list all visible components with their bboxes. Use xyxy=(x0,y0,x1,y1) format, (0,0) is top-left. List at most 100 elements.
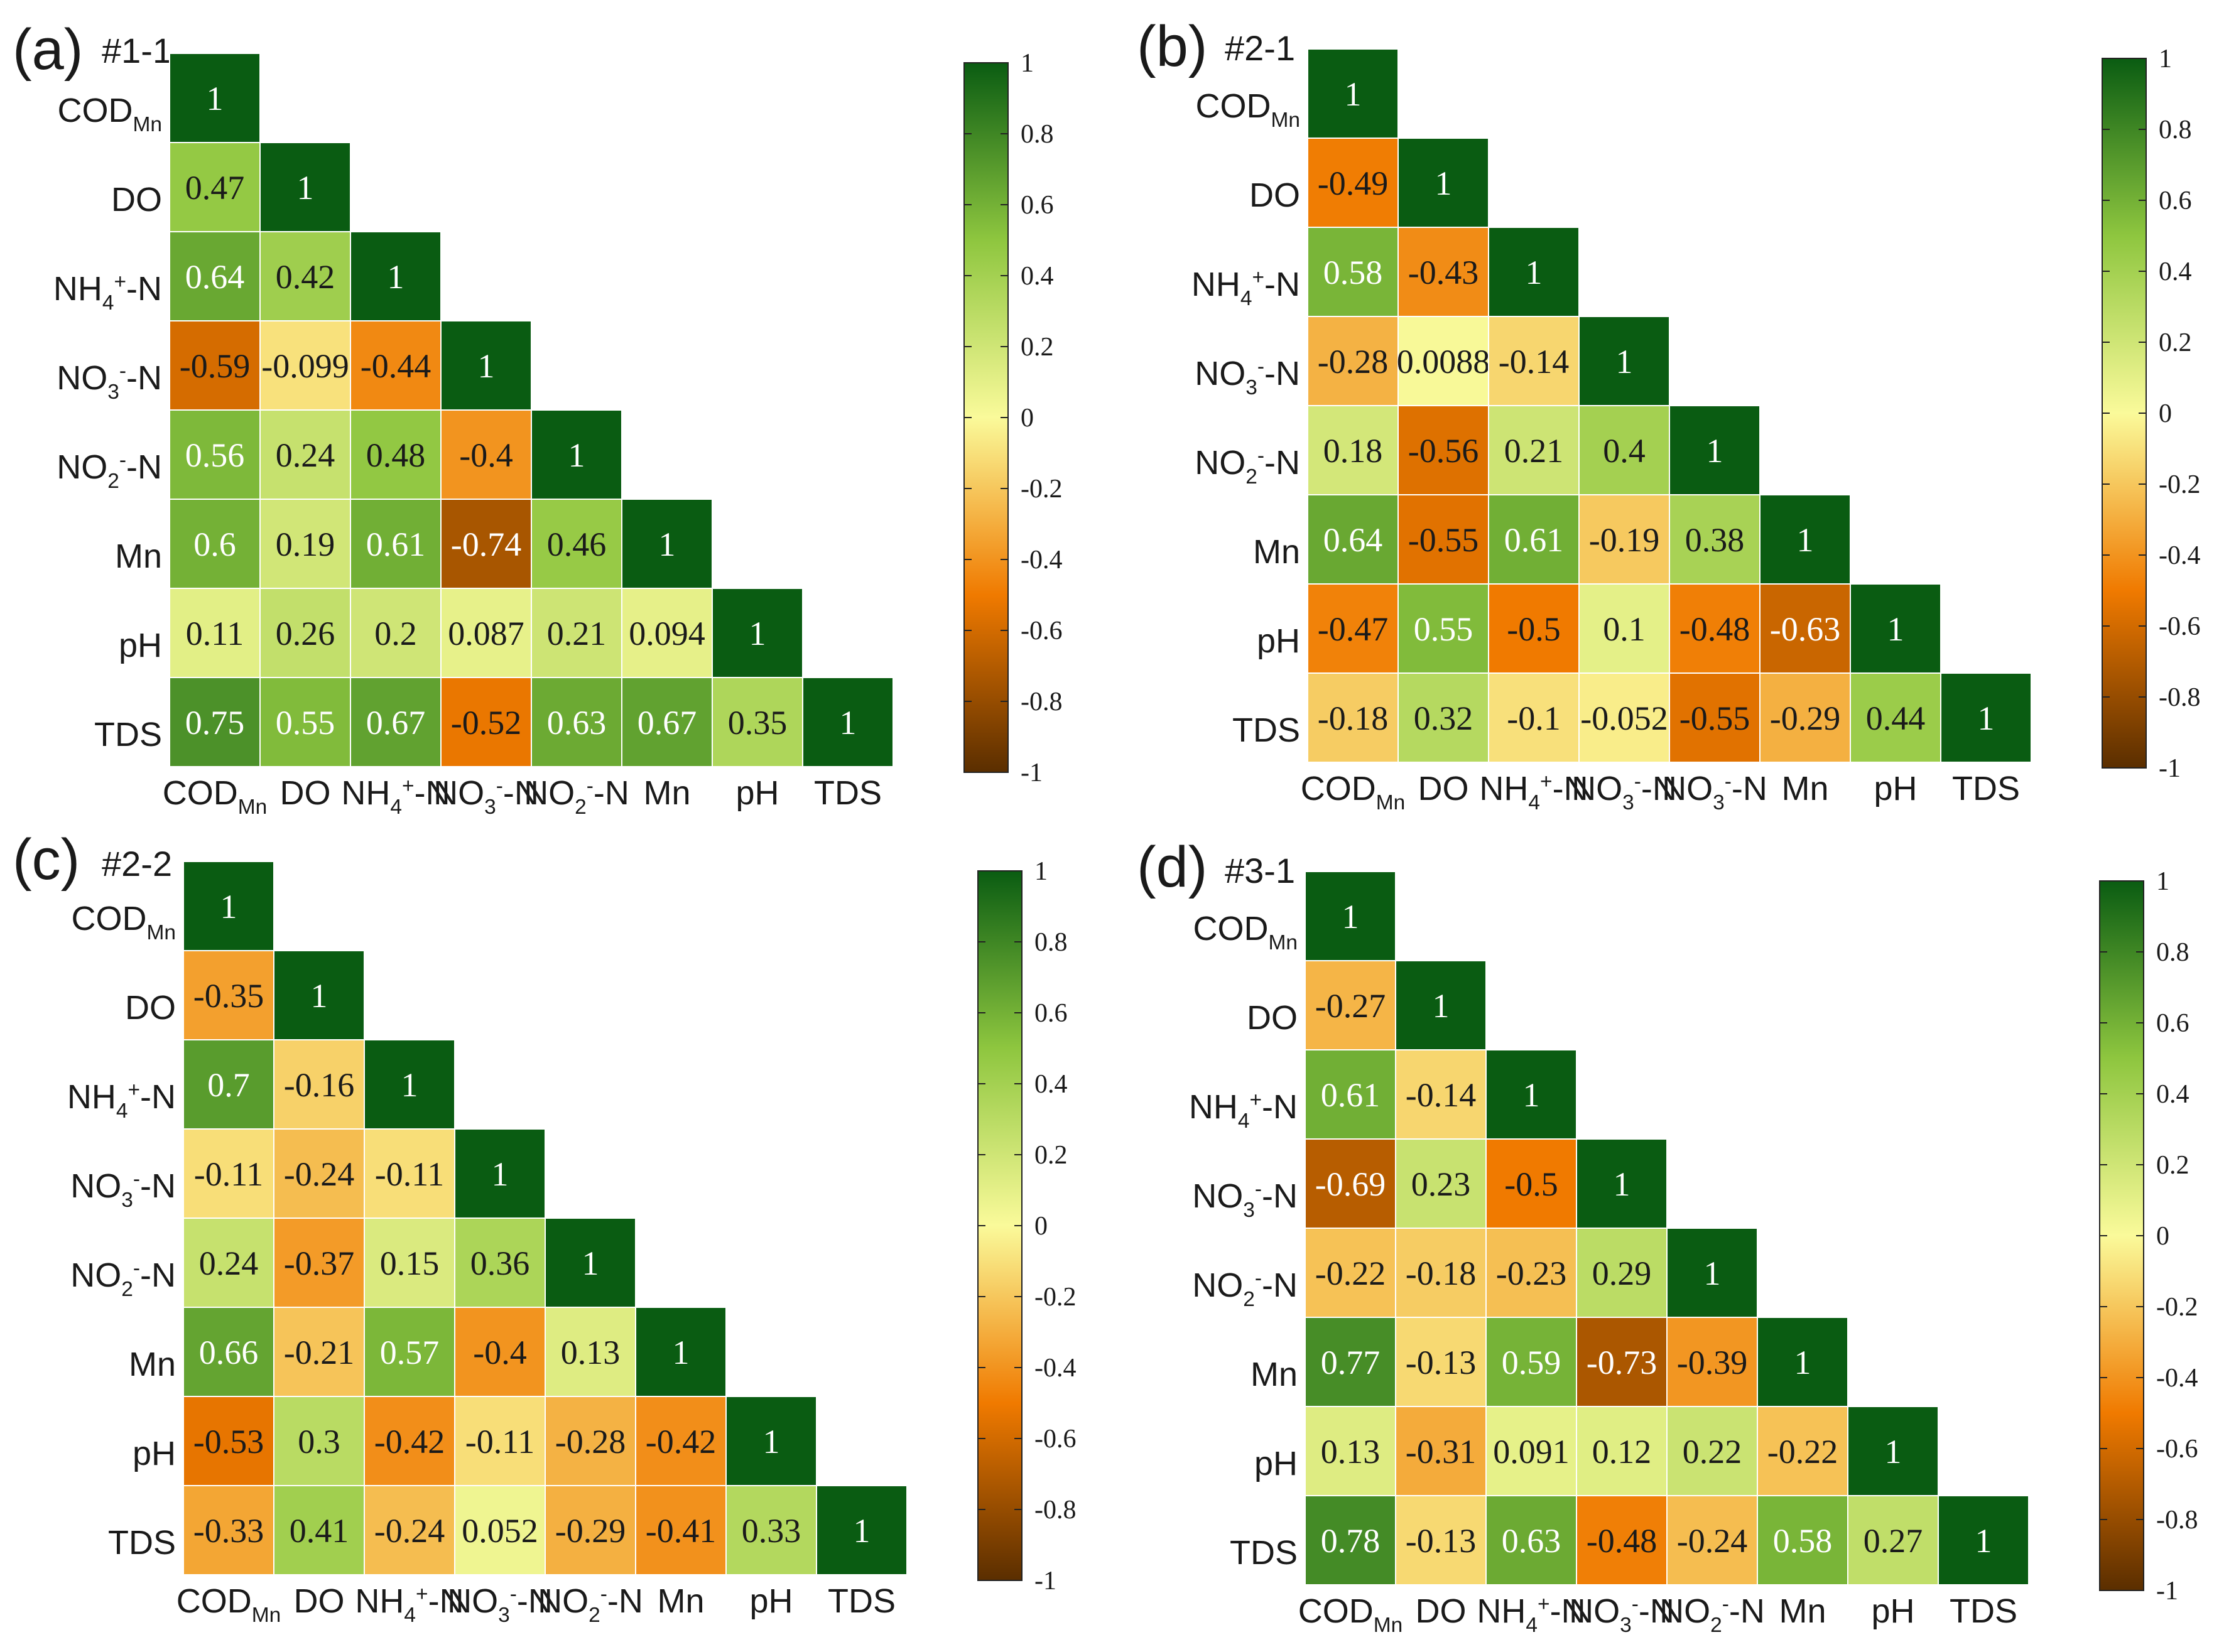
heatmap-cell xyxy=(183,1039,274,1130)
panel-title: #2-2 xyxy=(102,844,172,883)
cell-value-label: 1 xyxy=(388,258,404,296)
cell-value-label: 1 xyxy=(1523,1076,1540,1114)
heatmap-cell xyxy=(725,1396,817,1486)
heatmap-cell xyxy=(1488,316,1580,406)
cell-value-label: 0.23 xyxy=(1411,1165,1471,1203)
cell-value-label: 0.42 xyxy=(276,258,335,296)
cell-value-label: -0.21 xyxy=(284,1334,354,1371)
heatmap-cell xyxy=(1305,960,1396,1050)
cell-value-label: -0.42 xyxy=(646,1423,716,1460)
column-label: CODMn xyxy=(163,774,268,819)
row-label: pH xyxy=(1254,1445,1298,1482)
heatmap-cell xyxy=(531,409,622,500)
colorbar-tick-label: 0 xyxy=(2159,399,2172,428)
colorbar-tick-label: -0.2 xyxy=(2159,470,2201,499)
heatmap-cell xyxy=(1397,494,1489,585)
column-label: TDS xyxy=(828,1582,896,1620)
heatmap-cell xyxy=(635,1485,727,1575)
heatmap-cell xyxy=(1938,1495,2029,1585)
cell-value-label: 1 xyxy=(1887,610,1904,648)
panel-title: #1-1 xyxy=(102,31,172,70)
colorbar-tick-label: 0.2 xyxy=(1034,1141,1068,1170)
cell-value-label: -0.59 xyxy=(180,347,250,385)
cell-value-label: 1 xyxy=(749,615,766,652)
colorbar-tick-label: 0.2 xyxy=(2159,328,2192,357)
cell-value-label: 0.58 xyxy=(1323,254,1383,291)
row-label: CODMn xyxy=(1193,910,1298,954)
cell-value-label: 0.61 xyxy=(1321,1076,1381,1114)
colorbar-tick-label: 0.2 xyxy=(2156,1151,2189,1180)
heatmap-cell xyxy=(273,1307,365,1397)
heatmap-cell xyxy=(440,499,532,589)
cell-value-label: 0.4 xyxy=(1603,432,1646,470)
cell-value-label: -0.48 xyxy=(1587,1522,1657,1560)
heatmap-cell xyxy=(1397,583,1489,674)
column-label: DO xyxy=(1418,770,1469,807)
column-label: NO2--N xyxy=(1659,1592,1765,1637)
cell-value-label: -0.24 xyxy=(1677,1522,1747,1560)
cell-value-label: -0.23 xyxy=(1496,1255,1566,1292)
cell-value-label: 0.15 xyxy=(380,1244,440,1282)
heatmap-cell xyxy=(273,1217,365,1308)
heatmap-cell xyxy=(1578,583,1670,674)
cell-value-label: 0.46 xyxy=(547,526,607,563)
heatmap-cell xyxy=(273,1128,365,1219)
heatmap-cell xyxy=(183,1396,274,1486)
heatmap-cell xyxy=(1395,1228,1487,1318)
heatmap-cell xyxy=(1578,316,1670,406)
cell-value-label: -0.44 xyxy=(361,347,431,385)
cell-value-label: -0.4 xyxy=(473,1334,526,1371)
column-label: DO xyxy=(280,774,331,812)
heatmap-cell xyxy=(1757,1495,1848,1585)
cell-value-label: 0.26 xyxy=(276,615,335,652)
cell-value-label: 0.44 xyxy=(1866,699,1926,737)
column-label: Mn xyxy=(643,774,690,812)
cell-value-label: 1 xyxy=(1616,343,1633,381)
cell-value-label: -0.27 xyxy=(1315,987,1386,1025)
heatmap-cell xyxy=(725,1485,817,1575)
column-label: Mn xyxy=(657,1582,704,1620)
cell-value-label: 0.6 xyxy=(193,526,236,563)
cell-value-label: 0.19 xyxy=(276,526,335,563)
column-label: TDS xyxy=(1950,1592,2017,1630)
cell-value-label: 0.64 xyxy=(185,258,245,296)
heatmap-cell xyxy=(1488,227,1580,317)
heatmap-cell xyxy=(1307,494,1399,585)
cell-value-label: -0.11 xyxy=(465,1423,534,1460)
cell-value-label: -0.28 xyxy=(1318,343,1388,381)
heatmap-cell xyxy=(1759,672,1851,763)
cell-value-label: -0.42 xyxy=(374,1423,445,1460)
row-label: NO3--N xyxy=(57,359,162,404)
heatmap-cell xyxy=(1847,1495,1939,1585)
cell-value-label: -0.43 xyxy=(1408,254,1478,291)
colorbar-tick-label: 0.6 xyxy=(2156,1009,2189,1038)
colorbar-tick-label: 0.8 xyxy=(1034,928,1068,957)
cell-value-label: -0.18 xyxy=(1406,1255,1476,1292)
cell-value-label: -0.28 xyxy=(555,1423,626,1460)
heatmap-cell xyxy=(259,409,351,500)
cell-value-label: 1 xyxy=(1794,1344,1811,1381)
cell-value-label: 0.59 xyxy=(1502,1344,1561,1381)
cell-value-label: 0.12 xyxy=(1592,1433,1652,1471)
cell-value-label: 1 xyxy=(1614,1165,1630,1203)
colorbar-tick-label: -0.2 xyxy=(2156,1293,2198,1322)
heatmap-cell xyxy=(621,499,713,589)
heatmap-cell xyxy=(273,950,365,1040)
colorbar-tick-label: -0.8 xyxy=(2156,1506,2198,1535)
row-label: CODMn xyxy=(58,92,163,136)
cell-value-label: 0.33 xyxy=(742,1512,801,1550)
column-label: Mn xyxy=(1781,770,1828,807)
heatmap-cell xyxy=(350,677,442,767)
heatmap-cell xyxy=(1757,1317,1848,1407)
column-label: pH xyxy=(749,1582,793,1620)
colorbar-tick-label: 0 xyxy=(1021,404,1034,433)
cell-value-label: 0.56 xyxy=(185,436,245,474)
heatmap-cell xyxy=(1576,1495,1668,1585)
cell-value-label: 0.78 xyxy=(1321,1522,1381,1560)
heatmap-cell xyxy=(1307,405,1399,495)
cell-value-label: 1 xyxy=(1797,521,1814,559)
cell-value-label: 1 xyxy=(311,977,328,1015)
heatmap-cell xyxy=(350,231,442,321)
heatmap-cell xyxy=(440,409,532,500)
cell-value-label: 0.0088 xyxy=(1397,343,1490,381)
